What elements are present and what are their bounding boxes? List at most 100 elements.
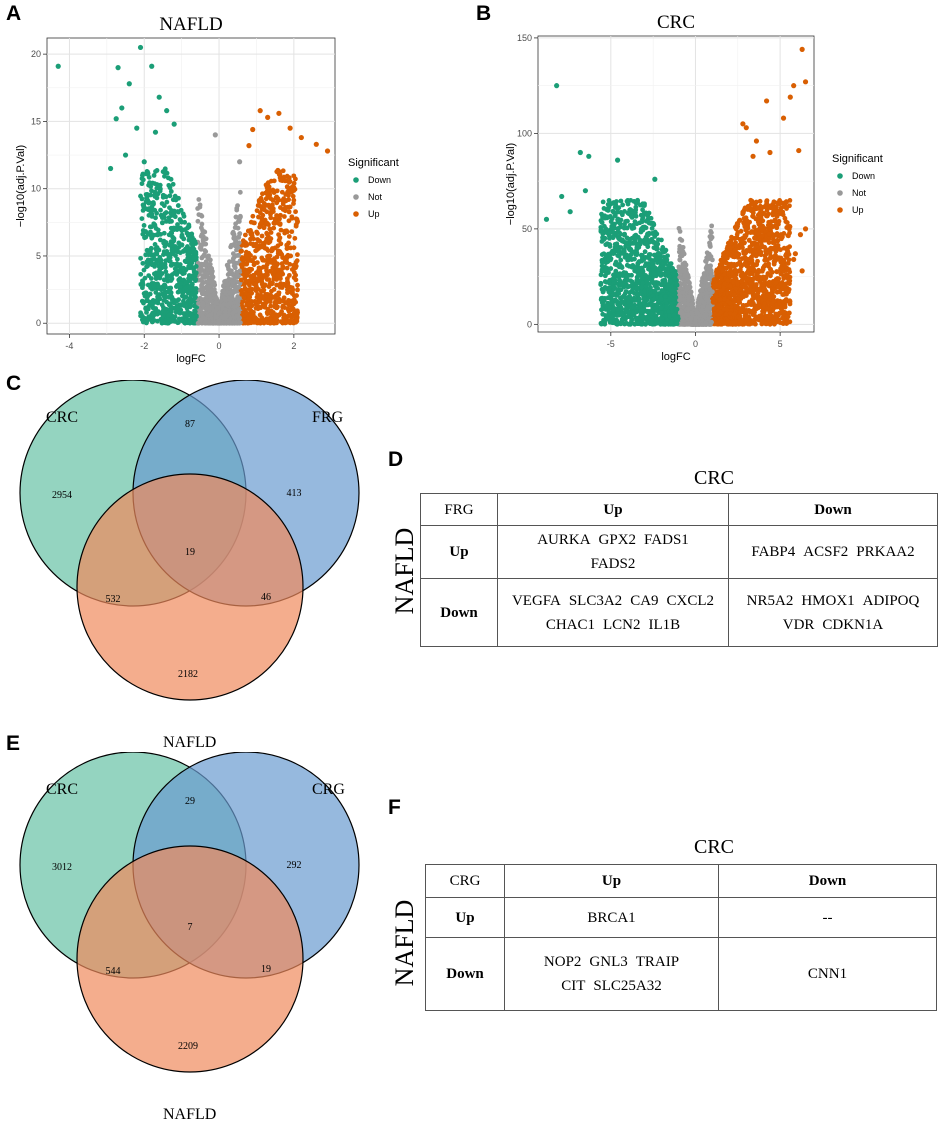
- point: [246, 301, 252, 307]
- point: [289, 291, 295, 296]
- point: [259, 233, 265, 239]
- point: [294, 316, 300, 321]
- point: [263, 238, 269, 244]
- point: [293, 209, 298, 215]
- point: [167, 258, 173, 264]
- outlier-point: [115, 65, 121, 71]
- point: [162, 264, 168, 270]
- point: [278, 177, 284, 183]
- point: [676, 249, 682, 255]
- point: [253, 241, 259, 247]
- point: [175, 209, 181, 214]
- point: [186, 264, 192, 269]
- point: [163, 218, 169, 224]
- outlier-point: [324, 148, 331, 154]
- point: [158, 231, 164, 237]
- point: [204, 279, 210, 285]
- point: [179, 317, 184, 323]
- point: [144, 192, 150, 197]
- point: [168, 189, 174, 194]
- outlier-point: [250, 126, 256, 133]
- point: [237, 320, 242, 326]
- point: [148, 259, 154, 265]
- point: [196, 212, 202, 218]
- point: [248, 228, 253, 233]
- point: [159, 302, 165, 308]
- point: [148, 229, 153, 235]
- point: [140, 319, 146, 325]
- point: [248, 290, 254, 296]
- point: [294, 258, 300, 264]
- point: [246, 287, 252, 293]
- point: [233, 286, 238, 292]
- point: [283, 198, 289, 203]
- point: [202, 320, 208, 326]
- point: [155, 227, 161, 233]
- volcano-plot-nafld: -4 -2 0 205101520NAFLDlogFC−log10(adj.P.Val…: [15, 14, 399, 365]
- point: [264, 220, 270, 226]
- point: [747, 244, 753, 250]
- point: [286, 272, 292, 278]
- point: [175, 203, 181, 208]
- point: [267, 226, 273, 232]
- point: [186, 222, 192, 228]
- point: [240, 258, 246, 263]
- point: [276, 237, 282, 243]
- point: [263, 265, 269, 271]
- point: [277, 273, 282, 279]
- point: [152, 192, 158, 198]
- series-down: [55, 44, 177, 172]
- panel-label-d: D: [388, 448, 404, 471]
- point: [157, 237, 163, 243]
- point: [599, 219, 604, 225]
- series-up: [246, 108, 331, 268]
- point: [262, 303, 268, 308]
- point: [193, 249, 199, 255]
- point: [251, 273, 257, 278]
- legend-swatch: [353, 194, 359, 200]
- point: [778, 247, 783, 253]
- point: [190, 314, 196, 320]
- point: [268, 259, 273, 264]
- point: [219, 293, 225, 299]
- point: [772, 320, 778, 326]
- point: [203, 316, 208, 322]
- point: [260, 191, 265, 197]
- outlier-point: [113, 116, 119, 122]
- point: [260, 288, 266, 294]
- point: [170, 181, 176, 187]
- x-tick-label: 0: [217, 341, 222, 351]
- point: [196, 197, 202, 202]
- outlier-point: [313, 141, 319, 147]
- outlier-point: [152, 129, 159, 135]
- point: [249, 266, 255, 272]
- point: [270, 247, 275, 253]
- point: [771, 233, 777, 239]
- point: [209, 279, 214, 285]
- point: [138, 310, 143, 316]
- point: [782, 215, 788, 221]
- point: [153, 169, 158, 174]
- outlier-point: [298, 134, 304, 141]
- point: [178, 226, 184, 232]
- point: [217, 310, 223, 316]
- point: [746, 237, 752, 243]
- point: [729, 234, 734, 240]
- point: [160, 313, 166, 319]
- point: [179, 242, 185, 248]
- point: [159, 261, 165, 267]
- point: [762, 253, 768, 259]
- point: [680, 245, 686, 251]
- point: [278, 212, 283, 218]
- point: [233, 238, 239, 244]
- outlier-point: [287, 125, 293, 131]
- point: [270, 198, 276, 203]
- panel-label-e: E: [6, 732, 21, 755]
- point: [760, 274, 766, 280]
- y-tick-label: 10: [31, 184, 41, 194]
- point: [161, 230, 167, 236]
- point: [279, 261, 285, 267]
- point: [286, 234, 292, 239]
- point: [198, 242, 204, 248]
- point: [155, 294, 160, 300]
